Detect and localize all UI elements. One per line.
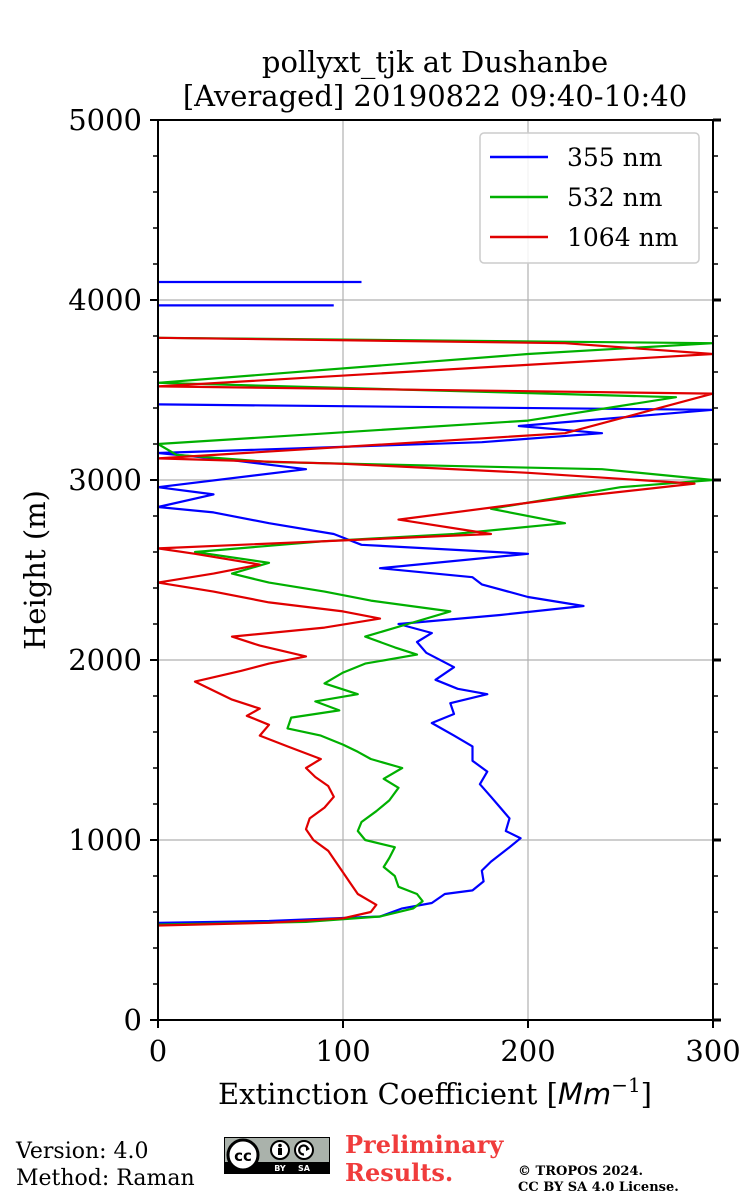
cc-icon-text: cc — [234, 1147, 252, 1165]
x-tick-label-2: 200 — [500, 1034, 555, 1068]
x-tick-label-1: 100 — [315, 1034, 370, 1068]
legend-label-1: 532 nm — [567, 183, 663, 212]
preliminary-line-2: Results. — [345, 1158, 454, 1187]
legend-box — [479, 132, 700, 264]
preliminary-line-1: Preliminary — [345, 1130, 504, 1159]
legend-label-2: 1064 nm — [567, 223, 679, 252]
sa-icon-text: SA — [298, 1164, 311, 1173]
y-tick-label-5: 5000 — [68, 103, 142, 137]
by-icon-text: BY — [274, 1164, 286, 1173]
x-axis-label-close: ] — [641, 1077, 652, 1111]
by-icon: BY — [270, 1140, 290, 1173]
copyright-line-1: © TROPOS 2024. — [518, 1164, 644, 1179]
x-axis-label: Extinction Coefficient [Mm−1] — [218, 1073, 652, 1111]
cc-badge-bottom-strip — [224, 1162, 330, 1174]
y-tick-label-1: 1000 — [68, 823, 142, 857]
series-1-group — [156, 336, 715, 926]
x-axis-unit-base: Mm — [558, 1077, 611, 1111]
version-text: Version: 4.0 — [16, 1139, 149, 1164]
series-line-2 — [156, 336, 715, 927]
x-axis-label-text: Extinction Coefficient — [218, 1077, 538, 1111]
legend-label-0: 355 nm — [567, 143, 663, 172]
y-tick-label-3: 3000 — [68, 463, 142, 497]
series-line-1 — [156, 336, 715, 926]
extinction-profile-chart: pollyxt_tjk at Dushanbe [Averaged] 20190… — [18, 45, 741, 1111]
x-axis-label-open: [ — [537, 1077, 558, 1111]
series-0-group — [156, 280, 715, 924]
y-tick-label-0: 0 — [124, 1003, 142, 1037]
method-text: Method: Raman — [16, 1166, 195, 1191]
series-layer — [156, 280, 715, 927]
chart-title: pollyxt_tjk at Dushanbe — [262, 45, 608, 80]
y-axis-label: Height (m) — [18, 490, 52, 650]
cc-icon: cc — [226, 1138, 260, 1172]
chart-subtitle: [Averaged] 20190822 09:40-10:40 — [183, 79, 687, 113]
axis-ticks — [150, 118, 721, 1028]
y-tick-label-2: 2000 — [68, 643, 142, 677]
x-axis-unit-exp: −1 — [611, 1073, 640, 1097]
plot-frame — [157, 119, 714, 1021]
series-2-group — [156, 336, 715, 927]
sa-icon: SA — [294, 1140, 314, 1173]
x-tick-label-0: 0 — [149, 1034, 167, 1068]
x-tick-label-3: 300 — [685, 1034, 740, 1068]
cc-license-badge: cc BY SA — [224, 1137, 330, 1174]
grid-lines — [158, 120, 713, 1020]
legend: 355 nm 532 nm 1064 nm — [479, 132, 700, 264]
series-line-0 — [156, 403, 715, 924]
copyright-line-2: CC BY SA 4.0 License. — [518, 1180, 679, 1195]
y-tick-label-4: 4000 — [68, 283, 142, 317]
